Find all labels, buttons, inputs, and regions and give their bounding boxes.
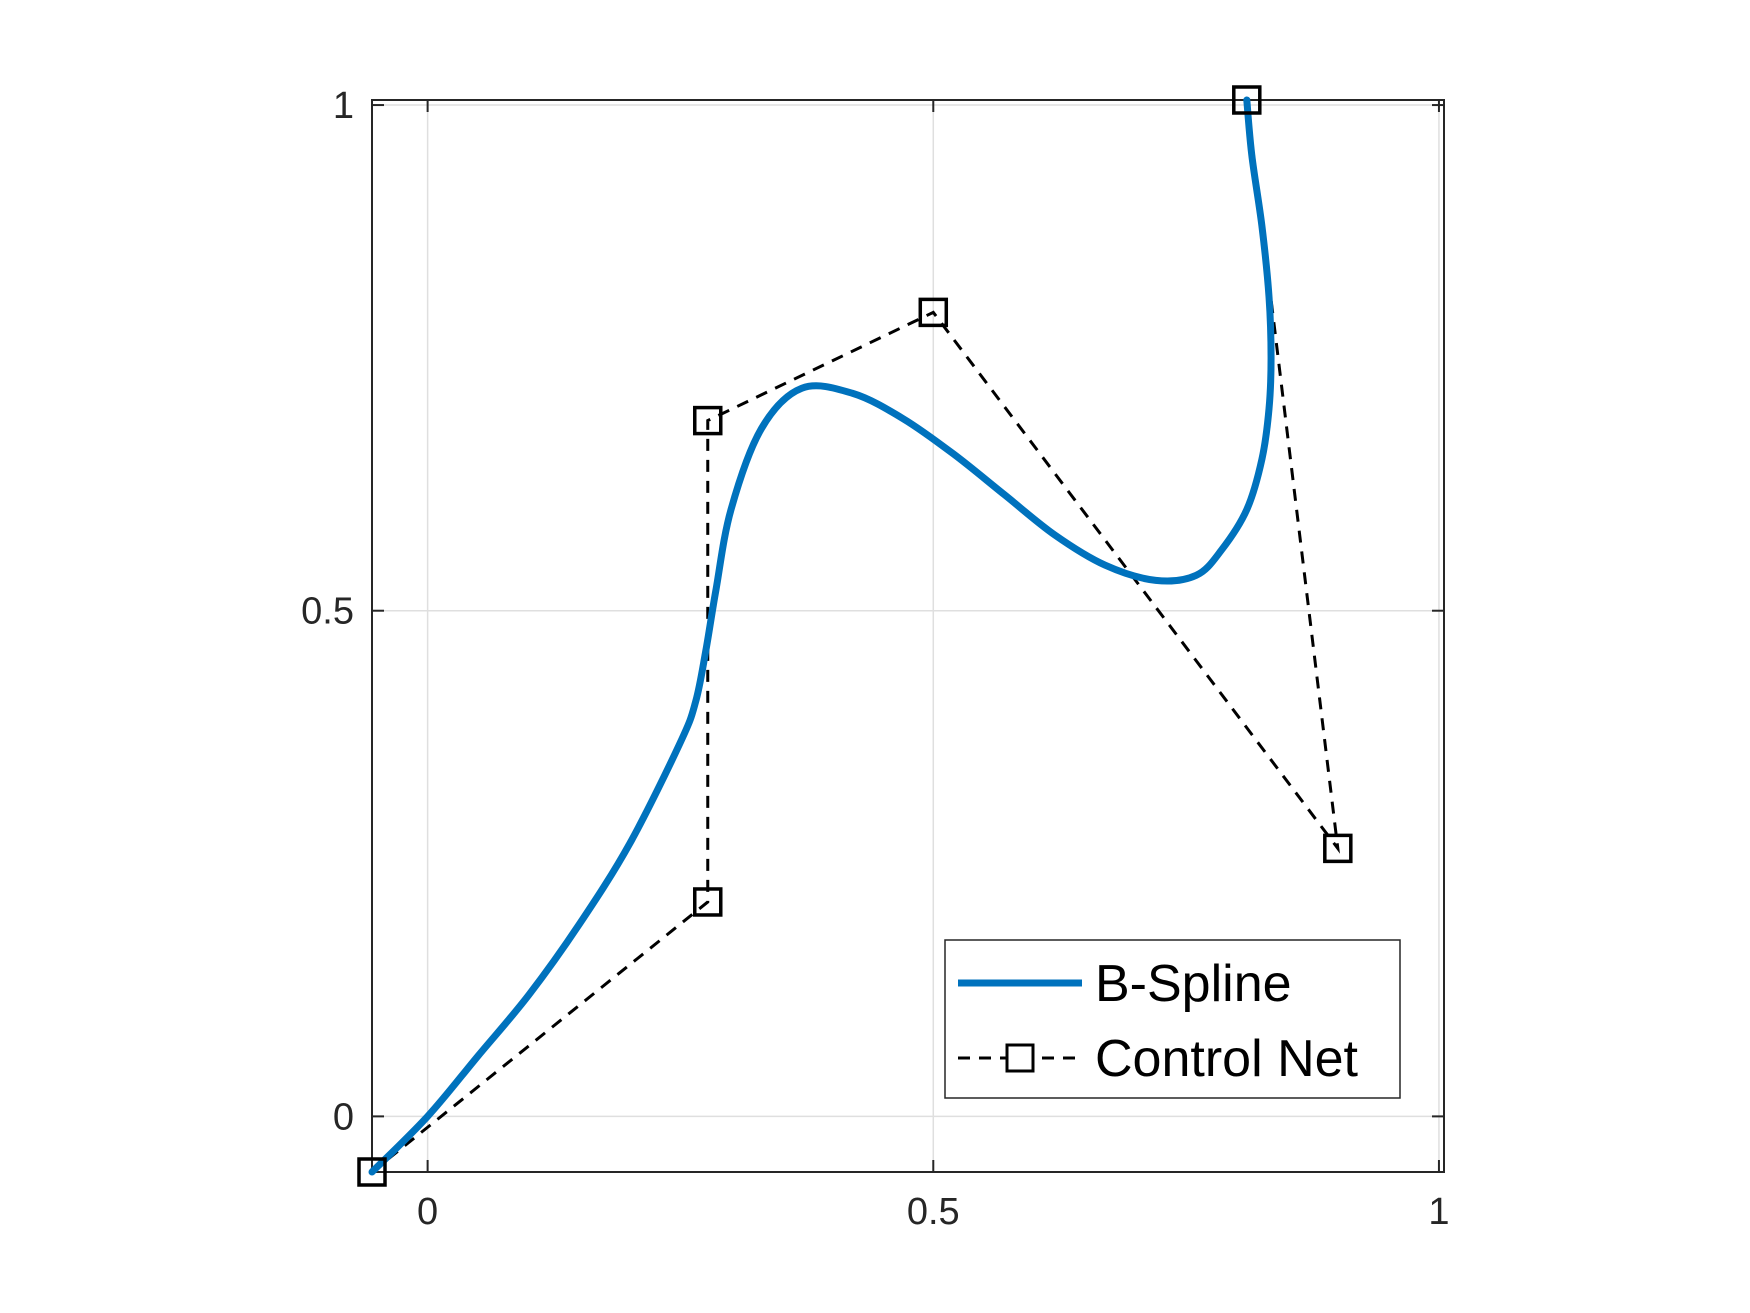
control-point-1 [693, 887, 723, 917]
y-tick-label-2: 1 [333, 85, 354, 127]
control-point-3 [918, 297, 949, 328]
bspline-curve [368, 96, 1275, 1176]
legend-label-bspline: B-Spline [1095, 955, 1292, 1013]
legend-marker-control-net [1005, 1043, 1035, 1073]
x-tick-label-0: 0 [417, 1191, 438, 1233]
tick-labels: 0 0.5 1 0 0.5 1 [301, 85, 1449, 1233]
control-point-5 [1232, 85, 1262, 115]
y-tick-label-0: 0 [333, 1096, 354, 1138]
x-tick-label-2: 1 [1428, 1191, 1449, 1233]
control-point-4 [1323, 833, 1353, 864]
axes-box [371, 99, 1445, 1173]
control-point-0 [357, 1157, 387, 1187]
legend-label-control-net: Control Net [1095, 1030, 1359, 1088]
grid-lines [372, 100, 1444, 1172]
control-net-line [371, 99, 1340, 1174]
x-tick-label-1: 0.5 [907, 1191, 960, 1233]
tick-marks [372, 100, 1444, 1172]
series-layer [357, 85, 1353, 1187]
control-point-2 [693, 405, 723, 436]
y-tick-label-1: 0.5 [301, 591, 354, 633]
legend: B-Spline Control Net [944, 939, 1401, 1099]
